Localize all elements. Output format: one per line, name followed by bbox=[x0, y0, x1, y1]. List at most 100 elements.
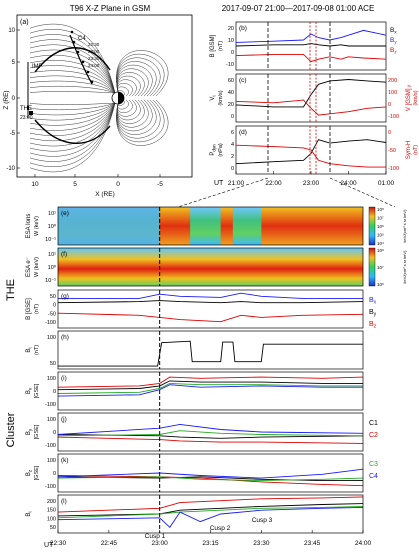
colorbar-label: keV/(cm² s sr keV) bbox=[402, 250, 407, 284]
lower-panel-g: (g) B [GSE] (nT) 50 0 -50 -100 Bx By Bz bbox=[26, 289, 377, 330]
colorbar-tick-label: 10⁵ bbox=[377, 233, 384, 238]
lower-xtick-label: 22:30 bbox=[50, 540, 67, 547]
panel-yunit: (nT) bbox=[34, 304, 40, 314]
tail-field-line bbox=[29, 28, 116, 94]
ytick-label: 2 bbox=[231, 154, 234, 160]
ytick-label: 0 bbox=[53, 471, 56, 477]
series-line-vt bbox=[235, 79, 387, 108]
series-line-by bbox=[57, 300, 364, 304]
panel-a-ytick-label: -10 bbox=[6, 166, 15, 172]
ytick-label: 0 bbox=[231, 166, 234, 172]
series-line-c4 bbox=[57, 506, 364, 528]
ytick-label: 200 bbox=[47, 499, 56, 505]
panel-a-ytick-label: -5 bbox=[10, 131, 16, 137]
lower-panels: 10⁸ 10⁷ 10⁶ 10⁵ 10⁴ keV/(cm² s sr keV) (e) ESA … bbox=[26, 206, 407, 534]
colorbar bbox=[368, 247, 376, 287]
panel-label: (d) bbox=[239, 129, 247, 136]
tail-field-line bbox=[29, 39, 116, 94]
legend-entry: C4 bbox=[369, 473, 378, 480]
ytick-label: 10⁻¹ bbox=[45, 278, 56, 284]
colorbar-tick-label: 10⁶ bbox=[377, 224, 384, 229]
cusp-1-label: Cusp 1 bbox=[145, 533, 166, 540]
panel-label: (c) bbox=[239, 77, 247, 84]
tail-field-line bbox=[29, 102, 116, 116]
cusp-field-line bbox=[34, 119, 111, 144]
panel-ylabel: Bx bbox=[26, 387, 33, 394]
lower-xtick-label: 23:45 bbox=[304, 540, 321, 547]
ytick-label: 150 bbox=[47, 508, 56, 514]
ace-xtick-label: 22:00 bbox=[265, 180, 282, 187]
ace-xtick-label: 01:00 bbox=[378, 180, 395, 187]
panel-yunit: W (keV) bbox=[34, 216, 40, 236]
dayside-field-line bbox=[116, 50, 169, 97]
colorbar-tick-label: 10⁴ bbox=[377, 241, 384, 246]
lower-xtick-label: 23:15 bbox=[202, 540, 219, 547]
tail-field-line bbox=[29, 102, 116, 136]
tail-field-line bbox=[29, 34, 116, 94]
panel-a-xticks: 10 5 0 -5 bbox=[31, 174, 163, 188]
panel-a-xtick-label: 5 bbox=[73, 181, 77, 188]
right-ylabel: V [GSM] y bbox=[406, 84, 412, 111]
connector-right bbox=[329, 177, 396, 208]
tail-field-line bbox=[29, 102, 116, 131]
legend-entry: By bbox=[369, 309, 377, 318]
tail-field-line bbox=[29, 102, 116, 121]
panel-a-ytick-label: 0 bbox=[12, 96, 16, 102]
spectrogram-background bbox=[58, 248, 363, 286]
lower-time-axis: 22:30 22:45 23:00 23:15 23:30 23:45 24:00 bbox=[50, 530, 372, 547]
ytick-label: 4 bbox=[231, 142, 234, 148]
c4-time-1: 22:30 bbox=[88, 42, 100, 47]
series-line-c1 bbox=[57, 476, 363, 482]
panel-label: (f) bbox=[61, 251, 67, 258]
panel-ylabel: Vt bbox=[210, 95, 217, 101]
panel-yunit: [GSE] bbox=[34, 424, 40, 439]
c4-time-3: 23:30 bbox=[88, 56, 100, 61]
panel-a-label: (a) bbox=[20, 19, 29, 26]
colorbar-tick-label: 10⁷ bbox=[377, 216, 384, 221]
panel-ylabel: Bz bbox=[26, 469, 33, 476]
connector-left bbox=[177, 177, 269, 208]
ytick-label: 0 bbox=[53, 430, 56, 436]
ytick-label: 10⁰ bbox=[48, 223, 57, 230]
series-line-c4 bbox=[57, 423, 364, 435]
series-line-c4 bbox=[57, 468, 364, 479]
panel-a-ylabel: Z (RE) bbox=[3, 90, 10, 109]
ace-panel-b: (b) B [GSM] (nT) 20 10 0 -10 Bx By Bz bbox=[210, 21, 397, 71]
legend-entry: C2 bbox=[369, 432, 378, 439]
tail-field-line bbox=[29, 91, 116, 94]
ace-ut-label: UT bbox=[214, 180, 224, 187]
c4-time-2: 23:00 bbox=[88, 49, 100, 54]
legend-entry: By bbox=[390, 37, 397, 45]
ytick-label: 10 bbox=[228, 38, 234, 44]
imf-label: IMF bbox=[32, 64, 43, 70]
tail-field-line bbox=[29, 54, 116, 94]
colorbar-tick-label: 10⁸ bbox=[377, 207, 384, 212]
series-line-c3 bbox=[57, 430, 364, 437]
panel-label: (e) bbox=[61, 210, 69, 217]
tail-field-line bbox=[29, 102, 116, 152]
tail-field-line bbox=[29, 70, 116, 94]
panel-a-frame bbox=[16, 14, 193, 178]
the-group-label: THE bbox=[5, 279, 17, 301]
panel-frame bbox=[57, 206, 364, 246]
c4-position-dot bbox=[86, 70, 90, 74]
ytick-label: 40 bbox=[228, 90, 234, 96]
c4-position-dot bbox=[70, 30, 74, 34]
panel-ylabel: Bt bbox=[26, 347, 33, 353]
ytick-label: 100 bbox=[47, 417, 56, 423]
right-ytick-label: 200 bbox=[388, 78, 397, 84]
panel-frame bbox=[57, 412, 364, 452]
colorbar-tick-label: 10⁷ bbox=[377, 265, 384, 270]
ace-time-axis: 21:00 22:00 23:00 24:00 01:00 bbox=[228, 171, 395, 187]
tail-field-line bbox=[29, 102, 116, 157]
panel-ylabel: ESA e⁻ bbox=[26, 257, 32, 277]
tail-field-line bbox=[29, 75, 116, 94]
ace-xtick-label: 24:00 bbox=[340, 180, 357, 187]
the-label: THE bbox=[20, 106, 32, 112]
tail-field-line bbox=[29, 23, 116, 94]
tail-field-line bbox=[29, 44, 116, 94]
